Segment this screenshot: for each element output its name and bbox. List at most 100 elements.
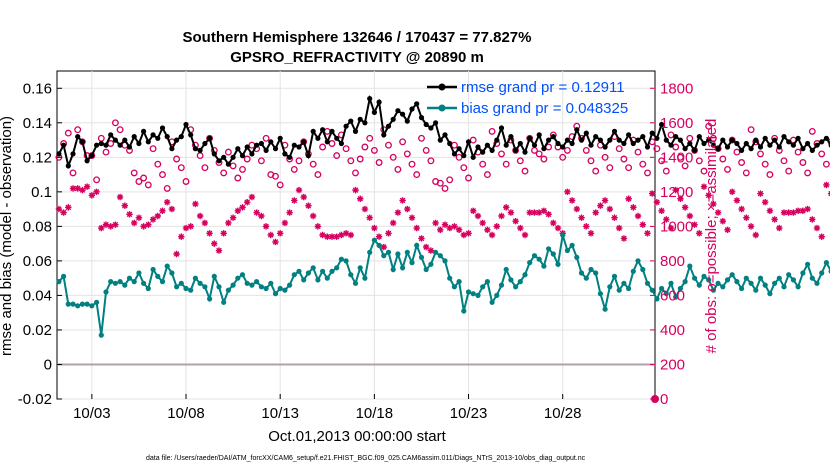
rmse-point [593,134,599,140]
legend-bias-label: bias grand pr = 0.048325 [461,100,628,117]
rmse-point [112,137,118,143]
rmse-point [244,144,250,150]
possible-point [747,126,755,134]
rmse-point [75,134,81,140]
rmse-point [569,140,575,147]
assimilated-point [79,186,86,194]
bias-point [423,266,429,273]
bias-point [805,261,811,267]
bias-point [141,280,147,286]
y-right-tick-label: 200 [660,356,685,373]
rmse-point [809,147,815,153]
possible-point [399,138,407,146]
assimilated-point [644,230,651,237]
bias-point [696,282,702,288]
assimilated-point [389,219,397,227]
bias-point [508,277,514,283]
bias-point [786,272,792,278]
rmse-point [301,139,307,145]
possible-point [766,171,774,179]
bias-point [673,294,679,300]
rmse-point [282,151,288,157]
rmse-point [536,132,542,138]
assimilated-point [564,188,571,196]
rmse-point [461,153,467,159]
assimilated-point [211,240,218,247]
rmse-point [126,144,133,150]
bias-point [301,277,307,283]
possible-point [389,153,397,161]
bias-point [790,277,797,283]
bias-point [560,232,566,238]
possible-point [639,160,647,168]
legend-rmse-label: rmse grand pr = 0.12911 [461,79,625,96]
bias-point [103,289,109,295]
rmse-point [117,142,123,148]
assimilated-point [658,207,665,215]
possible-point [370,146,378,154]
rmse-point [249,151,255,157]
assimilated-point [540,207,548,215]
possible-point [601,153,609,161]
rmse-point [56,151,62,157]
assimilated-point [281,219,289,227]
bias-point [644,280,651,286]
assimilated-point [460,231,468,239]
y-left-tick-label: 0 [44,356,52,373]
rmse-point [611,128,618,134]
footer-data-file: data file: /Users/raeder/DAI/ATM_forcXX/… [146,455,586,462]
rmse-point [560,144,566,150]
rmse-point [145,139,151,145]
bias-point [112,280,118,286]
bias-point [706,277,712,283]
grid-lines [57,71,655,400]
possible-point [738,159,746,166]
possible-point [413,171,421,179]
bias-point [136,270,142,276]
bias-point [814,280,820,286]
bias-point [654,296,660,302]
bias-point [230,282,236,288]
rmse-point [790,142,797,148]
bias-point [254,279,260,285]
rmse-point [428,125,434,131]
assimilated-point [776,224,783,232]
assimilated-point [597,202,604,209]
assimilated-point [347,231,355,239]
assimilated-point [545,211,552,218]
possible-point [460,164,468,172]
y-right-tick-label: 1000 [660,218,693,235]
possible-point [483,171,491,179]
bias-point [720,284,726,290]
bias-point [159,279,166,285]
bias-point [371,237,377,243]
rmse-point [409,106,415,112]
assimilated-point [145,221,152,228]
rmse-point [305,153,311,159]
bias-point [61,273,67,279]
rmse-point [371,109,377,115]
bias-point [126,275,133,281]
possible-point [290,165,298,173]
bias-point [475,292,481,298]
bias-point [150,266,156,273]
assimilated-point [616,224,623,232]
rmse-point [136,140,142,147]
rmse-point [159,125,166,131]
rmse-point [225,161,231,167]
bias-point [428,261,434,267]
bias-point [334,265,340,271]
chart-title-line2: GPSRO_REFRACTIVITY @ 20890 m [230,49,484,66]
bias-point [188,287,194,293]
assimilated-point [173,250,180,258]
bias-point [174,284,180,290]
possible-point [224,148,232,156]
assimilated-point [823,181,830,189]
assimilated-point [375,233,383,240]
bias-point [668,280,674,286]
bias-point [263,285,269,292]
bias-point [94,299,100,305]
possible-point [582,146,590,154]
assimilated-point [342,230,350,237]
bias-point [89,303,95,309]
